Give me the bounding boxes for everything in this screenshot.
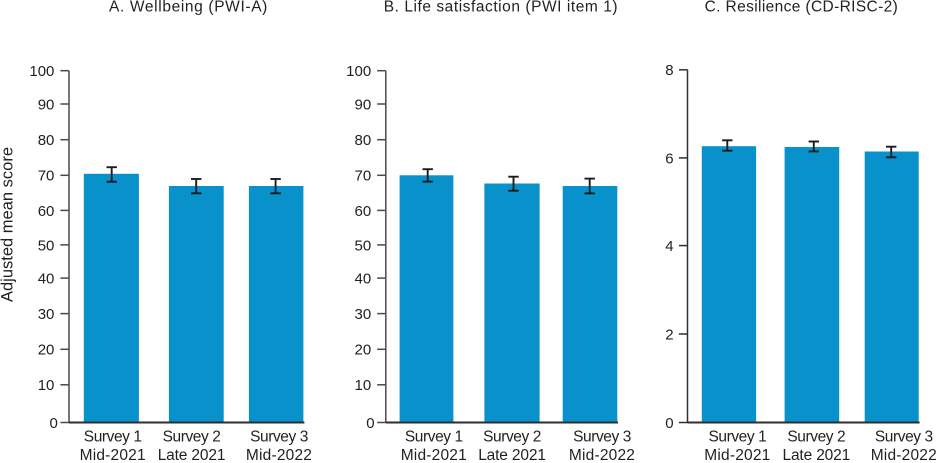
svg-text:40: 40	[355, 271, 372, 288]
svg-text:Late 2021: Late 2021	[158, 447, 226, 463]
svg-text:70: 70	[355, 168, 372, 185]
svg-text:Mid-2022: Mid-2022	[569, 447, 635, 463]
svg-text:Adjusted mean score: Adjusted mean score	[0, 147, 16, 302]
svg-text:Mid-2022: Mid-2022	[246, 447, 312, 463]
svg-text:2: 2	[665, 326, 673, 343]
svg-text:Mid-2021: Mid-2021	[80, 447, 146, 463]
svg-text:10: 10	[355, 377, 372, 394]
svg-text:60: 60	[38, 203, 55, 220]
svg-text:Mid-2022: Mid-2022	[871, 447, 937, 463]
svg-text:B. Life satisfaction (PWI item: B. Life satisfaction (PWI item 1)	[384, 0, 618, 16]
svg-text:100: 100	[346, 63, 371, 80]
svg-text:C. Resilience (CD-RISC-2): C. Resilience (CD-RISC-2)	[705, 0, 899, 16]
svg-text:80: 80	[355, 132, 372, 149]
svg-text:50: 50	[355, 237, 372, 254]
svg-text:Mid-2021: Mid-2021	[401, 447, 467, 463]
svg-text:Survey 3: Survey 3	[875, 429, 933, 446]
svg-text:Survey 2: Survey 2	[163, 429, 221, 446]
svg-text:0: 0	[665, 415, 673, 432]
svg-text:6: 6	[665, 150, 673, 167]
svg-text:80: 80	[38, 132, 55, 149]
svg-text:20: 20	[355, 342, 372, 359]
svg-text:Survey 3: Survey 3	[573, 429, 631, 446]
svg-text:10: 10	[38, 377, 55, 394]
svg-text:Survey 2: Survey 2	[483, 429, 541, 446]
svg-text:Survey 1: Survey 1	[708, 429, 766, 446]
svg-text:Survey 2: Survey 2	[787, 429, 845, 446]
svg-text:Survey 1: Survey 1	[84, 429, 142, 446]
svg-text:Late 2021: Late 2021	[782, 447, 850, 463]
svg-text:40: 40	[38, 271, 55, 288]
svg-text:Mid-2021: Mid-2021	[704, 447, 770, 463]
svg-text:Survey 3: Survey 3	[250, 429, 308, 446]
svg-text:0: 0	[366, 415, 374, 432]
svg-text:90: 90	[38, 96, 55, 113]
svg-text:Late 2021: Late 2021	[478, 447, 546, 463]
svg-text:A. Wellbeing (PWI-A): A. Wellbeing (PWI-A)	[109, 0, 268, 16]
svg-text:30: 30	[355, 306, 372, 323]
svg-text:90: 90	[355, 96, 372, 113]
svg-text:30: 30	[38, 306, 55, 323]
svg-text:0: 0	[49, 415, 57, 432]
svg-text:Survey 1: Survey 1	[405, 429, 463, 446]
svg-text:8: 8	[665, 62, 673, 79]
svg-text:50: 50	[38, 237, 55, 254]
svg-text:70: 70	[38, 168, 55, 185]
svg-text:100: 100	[29, 63, 54, 80]
svg-text:4: 4	[665, 238, 673, 255]
svg-text:60: 60	[355, 203, 372, 220]
svg-text:20: 20	[38, 342, 55, 359]
